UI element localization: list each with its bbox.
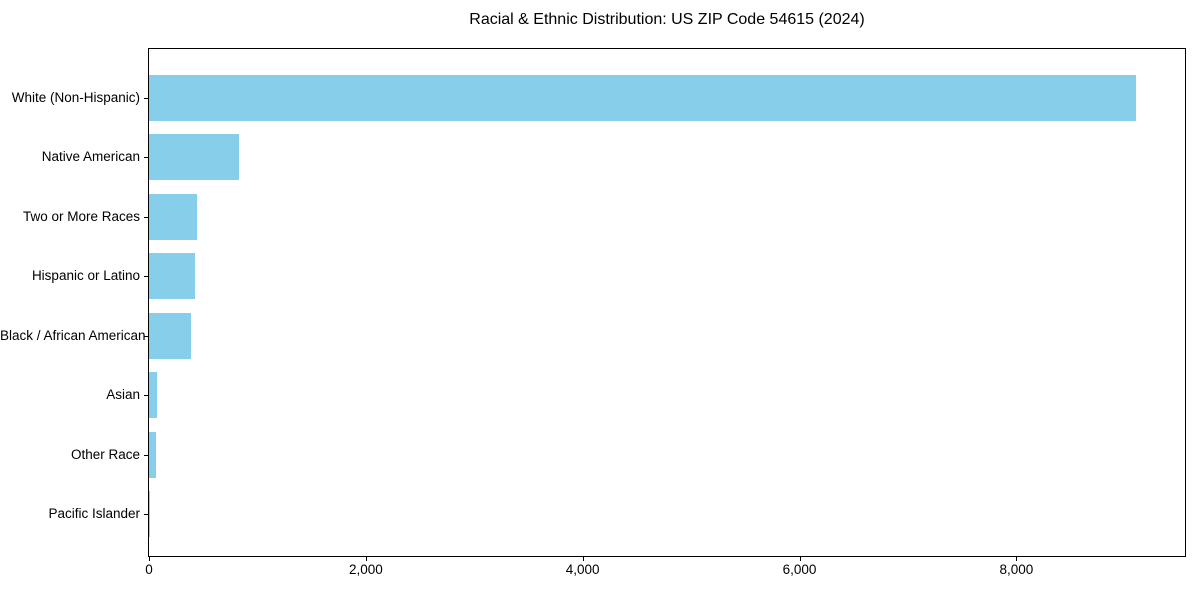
y-tick bbox=[144, 454, 148, 456]
x-tick-label: 0 bbox=[145, 562, 153, 577]
x-tick bbox=[365, 557, 367, 561]
x-tick bbox=[582, 557, 584, 561]
bar bbox=[149, 193, 197, 240]
y-tick bbox=[144, 335, 148, 337]
category-label: Other Race bbox=[70, 446, 140, 462]
bar bbox=[149, 491, 150, 537]
y-tick bbox=[144, 395, 148, 396]
category-label: Pacific Islander bbox=[48, 506, 140, 521]
category-label: Two or More Races bbox=[22, 208, 140, 224]
bar bbox=[149, 134, 239, 180]
bar bbox=[149, 74, 1136, 121]
y-tick bbox=[144, 276, 148, 277]
x-tick-label: 8,000 bbox=[999, 562, 1034, 577]
plot-area bbox=[148, 48, 1186, 557]
y-tick bbox=[144, 216, 148, 218]
x-tick-label: 4,000 bbox=[565, 562, 600, 577]
y-tick bbox=[144, 97, 148, 99]
bar bbox=[149, 253, 195, 299]
x-tick bbox=[1016, 557, 1018, 561]
x-tick-label: 2,000 bbox=[348, 562, 383, 577]
chart-title: Racial & Ethnic Distribution: US ZIP Cod… bbox=[469, 11, 865, 28]
y-tick bbox=[144, 157, 148, 158]
category-label: Asian bbox=[106, 387, 140, 402]
bar bbox=[149, 431, 156, 478]
bar bbox=[149, 372, 157, 418]
x-tick bbox=[799, 557, 801, 561]
category-label: Hispanic or Latino bbox=[31, 268, 140, 283]
x-tick-label: 6,000 bbox=[782, 562, 817, 577]
bar bbox=[149, 312, 192, 359]
category-label: Black / African American bbox=[0, 327, 146, 343]
category-label: White (Non-Hispanic) bbox=[11, 89, 140, 105]
category-label: Native American bbox=[41, 149, 140, 164]
x-tick bbox=[149, 557, 150, 561]
y-tick bbox=[144, 514, 148, 515]
